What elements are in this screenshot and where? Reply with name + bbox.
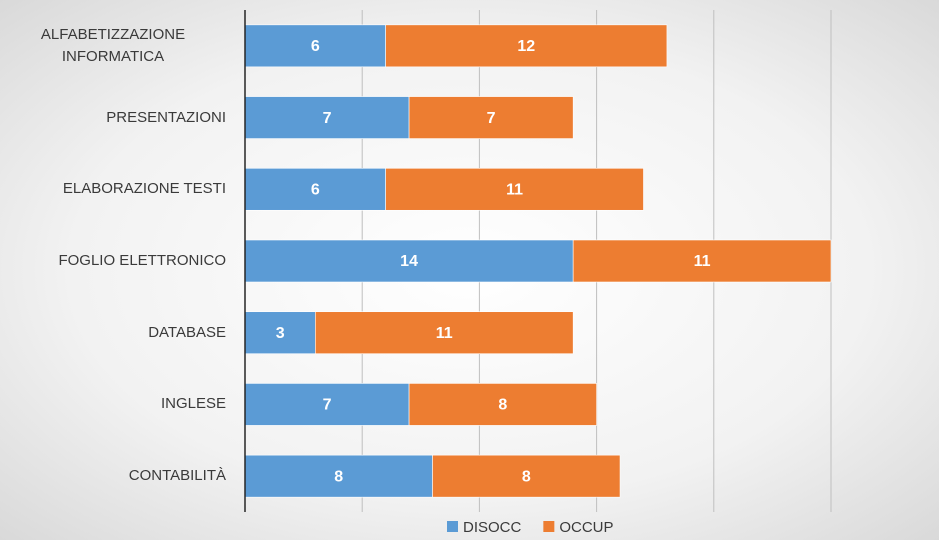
data-label: 12 (517, 38, 535, 55)
data-label: 14 (400, 253, 418, 270)
category-label: CONTABILITÀ (0, 465, 226, 487)
bar-segment (244, 24, 386, 68)
legend-label: OCCUP (559, 519, 613, 536)
bar-segment (244, 167, 386, 211)
bar-segment (572, 239, 832, 283)
category-text: INGLESE (160, 395, 226, 413)
data-label: 8 (334, 468, 343, 485)
data-label: 7 (487, 110, 496, 127)
data-label: 6 (311, 38, 320, 55)
legend-swatch (543, 521, 555, 532)
category-text: DATABASE (148, 323, 226, 341)
bar-segment (244, 454, 433, 498)
category-label: ALFABETIZZAZIONE INFORMATICA (0, 24, 226, 68)
bar-segment (408, 96, 574, 139)
category-label: INGLESE (0, 393, 226, 415)
category-text: PRESENTAZIONI (106, 108, 226, 126)
bar-segment (408, 383, 597, 426)
legend-swatch (447, 521, 458, 532)
data-label: 11 (506, 182, 523, 199)
bar-segment (432, 454, 621, 498)
data-label: 11 (436, 325, 453, 342)
bar-segment (244, 383, 410, 426)
category-text: FOGLIO ELETTRONICO (58, 252, 226, 269)
category-text: ALFABETIZZAZIONE INFORMATICA (40, 25, 186, 65)
category-label: FOGLIO ELETTRONICO (0, 250, 226, 272)
data-label: 11 (694, 253, 711, 270)
category-label: DATABASE (0, 322, 226, 344)
data-label: 3 (276, 325, 285, 342)
bar-segment (244, 311, 316, 355)
bar-segment (385, 167, 644, 211)
data-label: 8 (498, 397, 507, 414)
category-label: ELABORAZIONE TESTI (0, 178, 226, 200)
data-label: 6 (311, 182, 320, 199)
data-label: 7 (323, 397, 332, 414)
bar-segment (315, 311, 574, 355)
data-label: 8 (522, 468, 531, 485)
bar-segment (385, 24, 668, 68)
category-text: ELABORAZIONE TESTI (62, 180, 226, 198)
category-label: PRESENTAZIONI (0, 107, 226, 129)
legend-label: DISOCC (463, 519, 522, 536)
data-label: 7 (323, 110, 332, 127)
category-text: CONTABILITÀ (128, 467, 226, 485)
bar-segment (244, 96, 410, 139)
